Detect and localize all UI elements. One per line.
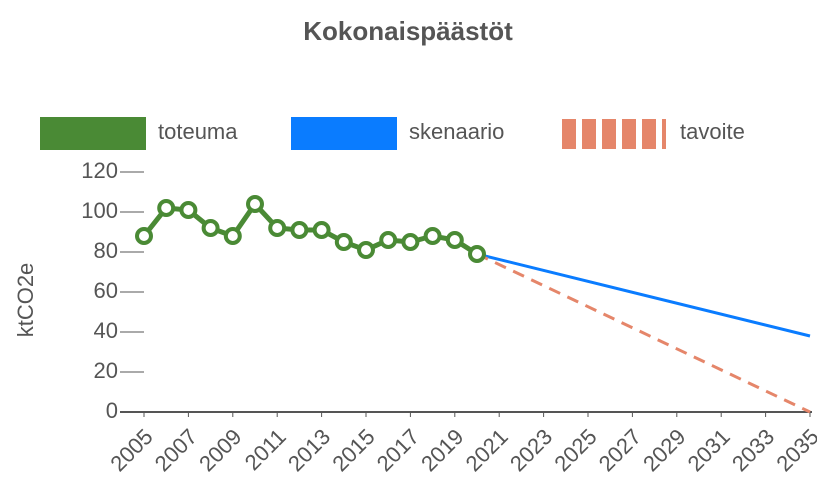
legend-swatch <box>291 117 397 150</box>
series-line <box>142 200 479 257</box>
point <box>135 227 153 245</box>
x-tick-label: 2025 <box>549 424 601 476</box>
x-tick-label: 2027 <box>594 424 646 476</box>
x-tick-label: 2011 <box>240 424 291 475</box>
x-tick-label: 2017 <box>372 424 424 476</box>
series-line <box>476 252 811 338</box>
x-tick-label: 2031 <box>683 424 735 476</box>
point <box>445 231 464 249</box>
x-tick-label: 2013 <box>283 424 335 476</box>
point <box>290 221 309 239</box>
x-tick-label: 2015 <box>327 424 379 476</box>
x-tick-label: 2035 <box>771 424 817 476</box>
x-tick-label: 2021 <box>461 424 513 476</box>
point <box>268 219 287 237</box>
y-tick-label: 40 <box>94 318 118 343</box>
x-tick-label: 2019 <box>416 424 468 476</box>
point <box>223 227 242 245</box>
point <box>334 233 353 251</box>
x-tick-label: 2029 <box>638 424 690 476</box>
chart-title: Kokonaispäästöt <box>303 16 513 46</box>
point <box>312 221 331 239</box>
legend-label: toteuma <box>158 119 238 144</box>
point <box>357 241 375 259</box>
y-tick-label: 80 <box>94 238 118 263</box>
point <box>157 199 176 217</box>
y-tick-label: 100 <box>81 198 118 223</box>
y-tick-label: 60 <box>94 278 118 303</box>
x-tick-label: 2033 <box>727 424 779 476</box>
y-axis-label: ktCO2e <box>13 263 38 338</box>
y-tick-label: 20 <box>94 358 118 383</box>
x-tick-label: 2009 <box>194 424 246 476</box>
x-tick-label: 2005 <box>105 424 157 476</box>
legend-swatch <box>40 117 146 150</box>
point <box>423 227 442 245</box>
x-tick-label: 2007 <box>150 424 202 476</box>
point <box>201 219 220 237</box>
point <box>379 231 398 249</box>
legend-label: skenaario <box>409 119 504 144</box>
series-line <box>476 252 811 414</box>
y-tick-label: 0 <box>106 398 118 423</box>
point <box>246 195 264 213</box>
legend-label: tavoite <box>680 119 745 144</box>
y-tick-label: 120 <box>81 158 118 183</box>
point <box>401 233 420 251</box>
point <box>179 201 198 219</box>
x-tick-label: 2023 <box>505 424 557 476</box>
point <box>468 245 486 263</box>
